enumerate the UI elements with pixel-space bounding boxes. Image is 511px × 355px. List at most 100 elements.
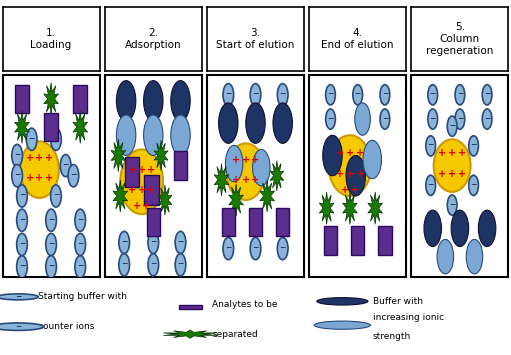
Text: Buffer with: Buffer with: [373, 297, 423, 306]
Circle shape: [171, 81, 190, 121]
Text: +: +: [35, 153, 43, 163]
FancyBboxPatch shape: [351, 226, 364, 255]
Circle shape: [17, 185, 27, 207]
Circle shape: [469, 136, 478, 156]
Circle shape: [428, 109, 437, 129]
Text: −: −: [14, 170, 20, 179]
Text: −: −: [177, 237, 183, 246]
FancyBboxPatch shape: [44, 113, 58, 141]
Text: +: +: [346, 169, 354, 179]
Circle shape: [380, 84, 390, 105]
Text: −: −: [484, 114, 490, 122]
Circle shape: [363, 140, 382, 179]
Ellipse shape: [120, 149, 163, 214]
Text: +: +: [251, 175, 260, 185]
Text: separated: separated: [212, 330, 258, 339]
Circle shape: [51, 128, 61, 151]
Circle shape: [426, 136, 435, 156]
Circle shape: [246, 103, 265, 143]
Polygon shape: [164, 330, 217, 338]
Text: +: +: [351, 185, 359, 195]
Circle shape: [250, 237, 261, 260]
Ellipse shape: [434, 139, 471, 192]
Circle shape: [482, 84, 492, 105]
Text: +: +: [26, 173, 34, 183]
Text: +: +: [147, 185, 155, 195]
Text: −: −: [19, 261, 25, 270]
Text: −: −: [19, 215, 25, 224]
Circle shape: [119, 231, 129, 253]
Text: −: −: [428, 180, 434, 189]
Text: +: +: [147, 165, 155, 175]
Polygon shape: [15, 111, 29, 143]
Text: −: −: [225, 243, 231, 252]
Text: −: −: [19, 190, 25, 200]
Circle shape: [171, 115, 190, 155]
Ellipse shape: [20, 141, 59, 198]
Circle shape: [117, 115, 136, 155]
Circle shape: [223, 84, 234, 106]
Circle shape: [119, 253, 129, 276]
Circle shape: [75, 256, 85, 278]
Circle shape: [437, 240, 454, 274]
Text: +: +: [137, 165, 146, 175]
Text: −: −: [355, 89, 361, 98]
Circle shape: [17, 209, 27, 231]
Circle shape: [175, 253, 186, 276]
Circle shape: [148, 231, 158, 253]
Circle shape: [277, 237, 288, 260]
Text: +: +: [128, 165, 136, 175]
Circle shape: [323, 135, 342, 176]
Circle shape: [346, 155, 365, 196]
FancyBboxPatch shape: [276, 208, 289, 236]
Text: −: −: [15, 322, 21, 331]
Circle shape: [314, 321, 370, 329]
Text: −: −: [14, 150, 20, 159]
Text: +: +: [35, 173, 43, 183]
Text: −: −: [471, 180, 477, 189]
FancyBboxPatch shape: [222, 208, 235, 236]
Text: −: −: [328, 89, 334, 98]
Circle shape: [75, 233, 85, 256]
Text: −: −: [15, 292, 21, 301]
Text: +: +: [242, 154, 250, 164]
Text: −: −: [449, 200, 455, 208]
Text: +: +: [128, 185, 136, 195]
Text: +: +: [45, 173, 53, 183]
Text: −: −: [177, 259, 183, 268]
Polygon shape: [44, 83, 58, 115]
Text: counter ions: counter ions: [38, 322, 95, 331]
Polygon shape: [319, 192, 334, 224]
FancyBboxPatch shape: [324, 226, 337, 255]
Circle shape: [326, 84, 335, 105]
Circle shape: [326, 109, 335, 129]
Text: +: +: [448, 148, 456, 158]
Polygon shape: [158, 185, 172, 215]
Text: −: −: [225, 89, 231, 98]
Text: +: +: [133, 201, 141, 211]
Circle shape: [12, 165, 22, 187]
Circle shape: [482, 109, 492, 129]
Text: −: −: [484, 89, 490, 98]
Circle shape: [117, 81, 136, 121]
FancyBboxPatch shape: [378, 226, 392, 255]
Text: +: +: [438, 148, 447, 158]
FancyBboxPatch shape: [144, 175, 158, 205]
Text: −: −: [280, 89, 286, 98]
Circle shape: [27, 128, 37, 151]
Circle shape: [46, 209, 56, 231]
Circle shape: [175, 231, 186, 253]
Text: −: −: [53, 190, 59, 200]
Text: −: −: [430, 114, 436, 122]
Circle shape: [250, 84, 261, 106]
FancyBboxPatch shape: [125, 157, 139, 187]
Text: −: −: [280, 243, 286, 252]
FancyBboxPatch shape: [147, 208, 160, 236]
Circle shape: [424, 210, 442, 246]
Text: −: −: [77, 239, 83, 248]
Text: +: +: [232, 175, 240, 185]
Text: −: −: [62, 160, 69, 169]
Text: −: −: [53, 134, 59, 143]
Circle shape: [469, 175, 478, 196]
Circle shape: [148, 253, 158, 276]
